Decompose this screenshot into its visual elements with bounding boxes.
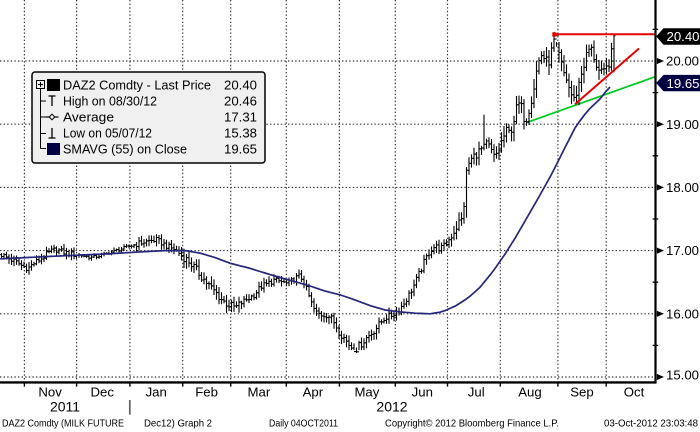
- svg-text:Dec: Dec: [90, 385, 114, 400]
- svg-text:16.00: 16.00: [666, 306, 699, 321]
- svg-text:DAZ2 Comdty - Last Price: DAZ2 Comdty - Last Price: [63, 78, 211, 93]
- svg-text:High on 08/30/12: High on 08/30/12: [63, 94, 157, 109]
- svg-text:Copyright© 2012 Bloomberg Fina: Copyright© 2012 Bloomberg Finance L.P.: [385, 419, 559, 430]
- svg-text:03-Oct-2012 23:03:48: 03-Oct-2012 23:03:48: [604, 419, 698, 430]
- svg-text:Average: Average: [63, 110, 114, 125]
- svg-text:19.65: 19.65: [224, 142, 257, 157]
- svg-text:Jun: Jun: [412, 385, 433, 400]
- svg-text:Feb: Feb: [195, 385, 218, 400]
- svg-text:Sep: Sep: [570, 385, 593, 400]
- svg-text:Mar: Mar: [248, 385, 271, 400]
- svg-text:15.38: 15.38: [224, 126, 257, 141]
- svg-text:Low on 05/07/12: Low on 05/07/12: [63, 126, 152, 141]
- svg-text:Jul: Jul: [468, 385, 485, 400]
- svg-text:2011: 2011: [50, 399, 80, 415]
- svg-text:May: May: [354, 385, 379, 400]
- svg-text:20.40: 20.40: [224, 78, 257, 93]
- svg-text:17.31: 17.31: [224, 110, 257, 125]
- svg-text:Jan: Jan: [146, 385, 167, 400]
- svg-text:Nov: Nov: [38, 385, 62, 400]
- svg-text:Daily 04OCT2011: Daily 04OCT2011: [269, 419, 338, 430]
- svg-text:15.00: 15.00: [666, 368, 699, 383]
- svg-text:20.40: 20.40: [667, 29, 700, 44]
- svg-text:Oct: Oct: [624, 385, 645, 400]
- svg-text:17.00: 17.00: [666, 243, 699, 258]
- svg-text:SMAVG (55) on Close: SMAVG (55) on Close: [63, 142, 187, 157]
- svg-text:Apr: Apr: [303, 385, 324, 400]
- svg-text:19.65: 19.65: [667, 76, 700, 91]
- svg-text:19.00: 19.00: [666, 117, 699, 132]
- svg-text:DAZ2 Comdty (MILK FUTURE: DAZ2 Comdty (MILK FUTURE: [2, 419, 124, 430]
- svg-text:2012: 2012: [376, 399, 407, 415]
- svg-text:Aug: Aug: [518, 385, 541, 400]
- svg-text:Dec12) Graph 2: Dec12) Graph 2: [144, 419, 212, 430]
- svg-text:20.46: 20.46: [224, 94, 257, 109]
- svg-text:20.00: 20.00: [666, 54, 699, 69]
- svg-text:18.00: 18.00: [666, 180, 699, 195]
